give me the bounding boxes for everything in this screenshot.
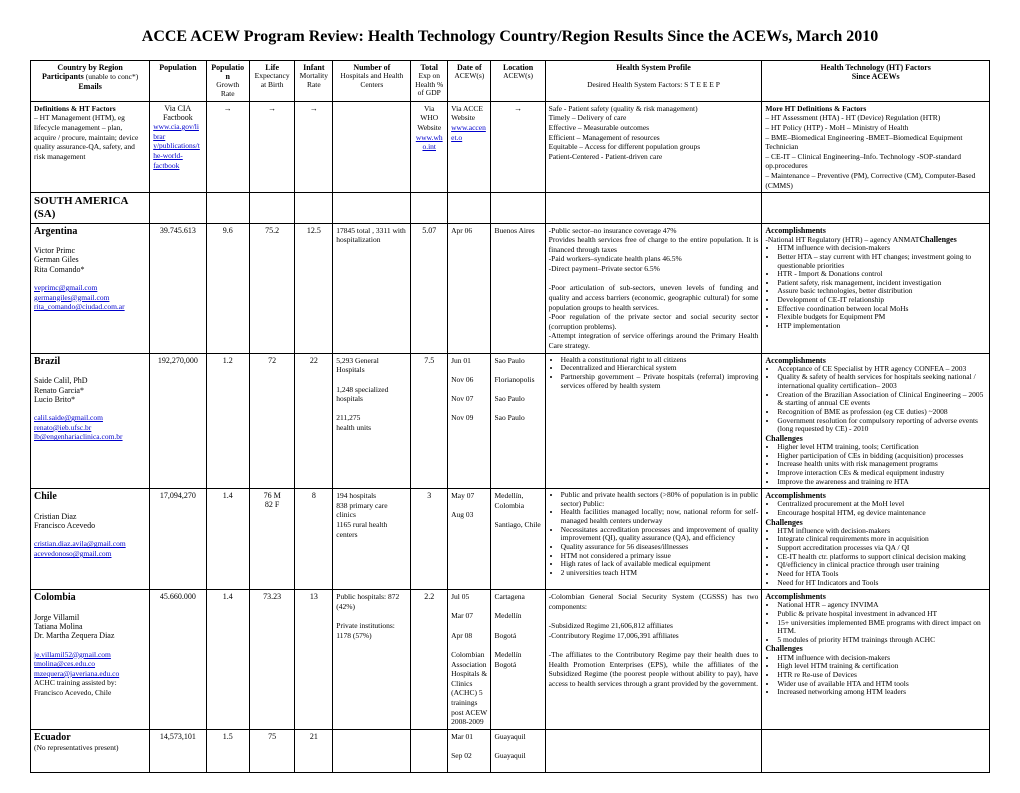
h-infant: InfantMortality Rate — [295, 61, 333, 102]
cell — [295, 193, 333, 223]
cell: 21 — [295, 729, 333, 773]
cell: → — [206, 101, 249, 193]
h-date: Date ofACEW(s) — [448, 61, 491, 102]
h-loc: LocationACEW(s) — [491, 61, 545, 102]
cell: AccomplishmentsCentralized procurement a… — [762, 489, 990, 590]
cell: 8 — [295, 489, 333, 590]
cell: 2.2 — [411, 590, 448, 730]
cell: Via ACCE Websitewww.accenet.o — [448, 101, 491, 193]
cell: Definitions & HT Factors– HT Management … — [31, 101, 150, 193]
h-pop: Population — [150, 61, 206, 102]
cell: 1.4 — [206, 489, 249, 590]
cell: 192,270,000 — [150, 353, 206, 489]
cell: 194 hospitals838 primary care clinics116… — [333, 489, 411, 590]
cell: 75 — [249, 729, 295, 773]
cell: → — [249, 101, 295, 193]
cell: → — [491, 101, 545, 193]
region-row: SOUTH AMERICA (SA) — [31, 193, 990, 223]
table-row: Ecuador(No representatives present)14,57… — [31, 729, 990, 773]
cell: AccomplishmentsAcceptance of CE Speciali… — [762, 353, 990, 489]
cell: 9.6 — [206, 223, 249, 353]
cell: Accomplishments-National HT Regulatory (… — [762, 223, 990, 353]
h-ht: Health Technology (HT) FactorsSince ACEW… — [762, 61, 990, 102]
cell — [333, 101, 411, 193]
cell: Apr 06 — [448, 223, 491, 353]
cell — [150, 193, 206, 223]
cell: 5,293 General Hospitals1,248 specialized… — [333, 353, 411, 489]
cell — [411, 729, 448, 773]
table-row: ColombiaJorge VillamilTatiana MolinaDr. … — [31, 590, 990, 730]
cell: Public hospitals: 872 (42%)Private insti… — [333, 590, 411, 730]
cell: Safe - Patient safety (quality & risk ma… — [545, 101, 762, 193]
cell: 75.2 — [249, 223, 295, 353]
definitions-row: Definitions & HT Factors– HT Management … — [31, 101, 990, 193]
cell: ChileCristian DiazFrancisco Acevedocrist… — [31, 489, 150, 590]
h-growth: PopulationGrowth Rate — [206, 61, 249, 102]
cell: 17,094,270 — [150, 489, 206, 590]
cell: AccomplishmentsNational HTR – agency INV… — [762, 590, 990, 730]
cell: 7.5 — [411, 353, 448, 489]
cell: -Colombian General Social Security Syste… — [545, 590, 762, 730]
cell: 17845 total , 3311 with hospitalization — [333, 223, 411, 353]
table-row: ArgentinaVictor PrimcGerman GilesRita Co… — [31, 223, 990, 353]
cell: 1.4 — [206, 590, 249, 730]
cell — [448, 193, 491, 223]
cell: 3 — [411, 489, 448, 590]
cell: Mar 01Sep 02 — [448, 729, 491, 773]
cell: 1.2 — [206, 353, 249, 489]
cell — [762, 193, 990, 223]
cell: Medellín, ColombiaSantiago, Chile — [491, 489, 545, 590]
cell — [333, 729, 411, 773]
cell: SOUTH AMERICA (SA) — [31, 193, 150, 223]
table-row: ChileCristian DiazFrancisco Acevedocrist… — [31, 489, 990, 590]
cell: Public and private health sectors (>80% … — [545, 489, 762, 590]
main-table: Country by Region Participants (unable t… — [30, 60, 990, 773]
cell — [206, 193, 249, 223]
cell: Jul 05Mar 07Apr 08Colombian Association … — [448, 590, 491, 730]
cell — [545, 193, 762, 223]
cell: 73.23 — [249, 590, 295, 730]
cell — [333, 193, 411, 223]
cell: 13 — [295, 590, 333, 730]
cell — [411, 193, 448, 223]
cell: Via WHO Websitewww.who.int — [411, 101, 448, 193]
cell: CartagenaMedellínBogotáMedellín Bogotá — [491, 590, 545, 730]
cell: Sao PauloFlorianopolisSao PauloSao Paulo — [491, 353, 545, 489]
cell: 22 — [295, 353, 333, 489]
cell: 1.5 — [206, 729, 249, 773]
cell: BrazilSaide Calil, PhDRenato Garcia*Luci… — [31, 353, 150, 489]
cell: 72 — [249, 353, 295, 489]
cell: ArgentinaVictor PrimcGerman GilesRita Co… — [31, 223, 150, 353]
cell: More HT Definitions & Factors– HT Assess… — [762, 101, 990, 193]
table-row: BrazilSaide Calil, PhDRenato Garcia*Luci… — [31, 353, 990, 489]
cell: 14,573,101 — [150, 729, 206, 773]
cell: Ecuador(No representatives present) — [31, 729, 150, 773]
cell: ColombiaJorge VillamilTatiana MolinaDr. … — [31, 590, 150, 730]
cell — [762, 729, 990, 773]
cell: -Public sector–no insurance coverage 47%… — [545, 223, 762, 353]
cell: GuayaquilGuayaquil — [491, 729, 545, 773]
header-row: Country by Region Participants (unable t… — [31, 61, 990, 102]
cell: 12.5 — [295, 223, 333, 353]
h-profile: Health System ProfileDesired Health Syst… — [545, 61, 762, 102]
cell: 5.07 — [411, 223, 448, 353]
h-hosp: Number ofHospitals and Health Centers — [333, 61, 411, 102]
h-life: LifeExpectancy at Birth — [249, 61, 295, 102]
cell — [491, 193, 545, 223]
h-country: Country by Region Participants (unable t… — [31, 61, 150, 102]
cell — [545, 729, 762, 773]
h-gdp: TotalExp on Health % of GDP — [411, 61, 448, 102]
cell: → — [295, 101, 333, 193]
cell: Health a constitutional right to all cit… — [545, 353, 762, 489]
cell: Via CIA Factbookwww.cia.gov/librar y/pub… — [150, 101, 206, 193]
cell: May 07Aug 03 — [448, 489, 491, 590]
cell: 39.745.613 — [150, 223, 206, 353]
cell: 45.660.000 — [150, 590, 206, 730]
cell: 76 M82 F — [249, 489, 295, 590]
cell: Buenos Aires — [491, 223, 545, 353]
cell — [249, 193, 295, 223]
page-title: ACCE ACEW Program Review: Health Technol… — [30, 28, 990, 46]
cell: Jun 01Nov 06Nov 07Nov 09 — [448, 353, 491, 489]
